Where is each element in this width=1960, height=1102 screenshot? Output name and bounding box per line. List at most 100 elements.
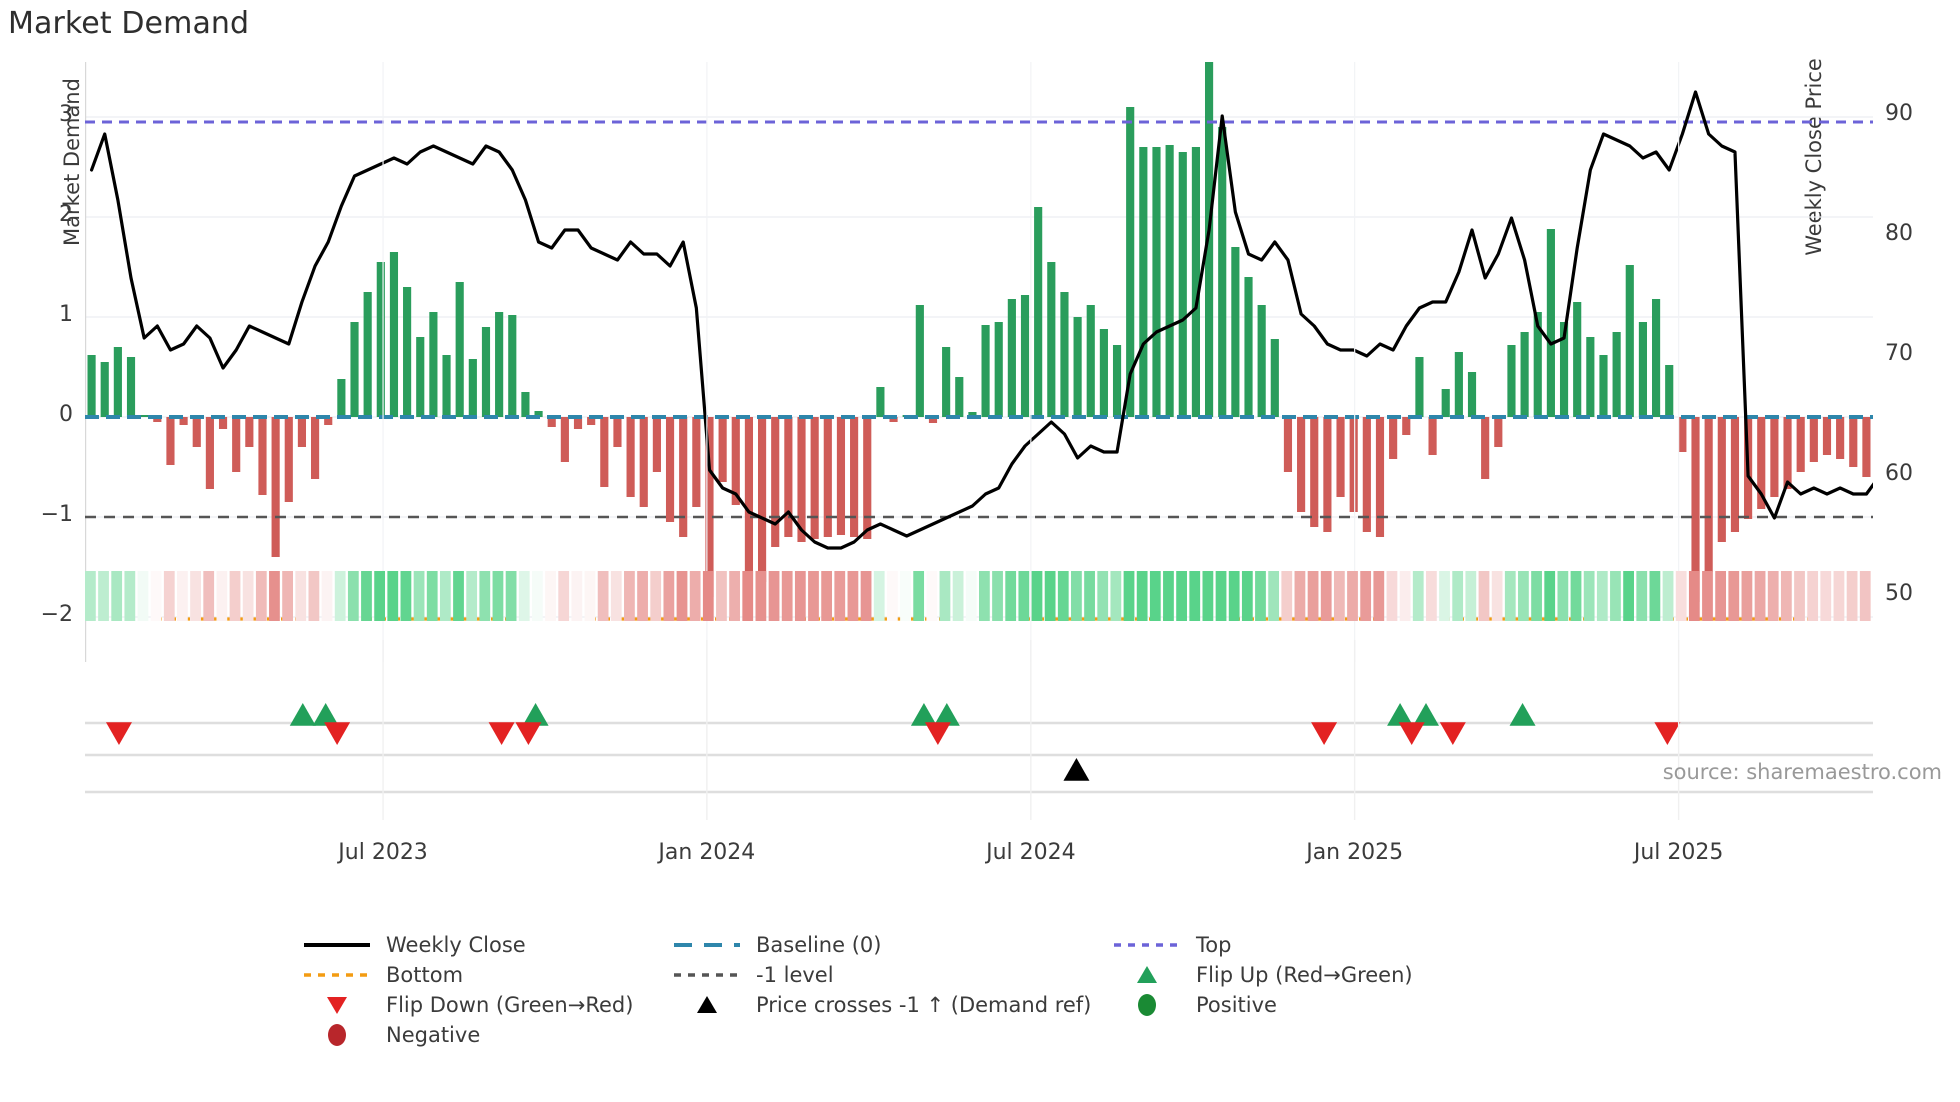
demand-bar-positive [416, 337, 425, 417]
strip-cell-negative [255, 571, 267, 621]
y-tick-right: 80 [1885, 221, 1913, 246]
y-tick-left: 2 [59, 202, 73, 227]
demand-bar-positive [1126, 107, 1135, 417]
demand-bar-positive [1165, 145, 1174, 417]
demand-bar-negative [1862, 417, 1871, 477]
strip-cell-negative [308, 571, 320, 621]
strip-cell-positive [939, 571, 951, 621]
circle-icon [1110, 992, 1184, 1018]
strip-cell-negative [729, 571, 740, 621]
legend-item[interactable]: Flip Up (Red→Green) [1110, 960, 1530, 990]
demand-bar-negative [1809, 417, 1818, 462]
strip-cell-negative [295, 571, 307, 621]
strip-cell-negative [650, 571, 662, 621]
strip-cell-negative [321, 571, 333, 621]
strip-cell-negative [702, 571, 714, 621]
strip-cell-negative [1426, 571, 1437, 621]
strip-cell-negative [242, 571, 254, 621]
demand-bar-positive [994, 322, 1003, 417]
demand-bar-negative [218, 417, 228, 429]
strip-cell-negative [1859, 571, 1871, 621]
demand-intensity-strip [85, 571, 1873, 621]
legend-item[interactable]: Top [1110, 930, 1530, 960]
strip-cell-positive [1465, 571, 1477, 621]
strip-cell-positive [361, 571, 372, 621]
legend-item[interactable]: Bottom [300, 960, 670, 990]
solid-line-icon [300, 932, 374, 958]
strip-cell-negative [282, 571, 293, 621]
legend-item[interactable]: Negative [300, 1020, 670, 1050]
legend-item[interactable]: -1 level [670, 960, 1110, 990]
strip-cell-positive [1018, 571, 1030, 621]
legend-item[interactable]: Flip Down (Green→Red) [300, 990, 670, 1020]
demand-bar-positive [1073, 317, 1082, 417]
demand-bar-negative [1836, 417, 1845, 459]
y-tick-left: 1 [59, 302, 73, 327]
demand-bar-positive [389, 252, 399, 417]
strip-cell-positive [1084, 571, 1095, 621]
strip-cell-negative [1807, 571, 1819, 621]
strip-cell-negative [847, 571, 859, 621]
demand-bar-negative [1402, 417, 1411, 435]
flip-markers-area [85, 640, 1873, 820]
flip-up-marker [522, 703, 549, 726]
demand-bar-negative [1336, 417, 1345, 497]
legend-item[interactable]: Price crosses -1 ↑ (Demand ref) [670, 990, 1110, 1020]
circle-icon [300, 1022, 374, 1048]
demand-price-svg [85, 62, 1873, 662]
demand-bar-negative [232, 417, 241, 472]
strip-cell-positive [965, 571, 977, 621]
demand-bar-negative [1757, 417, 1766, 509]
y-tick-left: 0 [59, 402, 73, 427]
demand-bar-negative [718, 417, 727, 482]
demand-bar-positive [1507, 345, 1516, 417]
strip-cell-positive [873, 571, 885, 621]
demand-bar-negative [731, 417, 740, 505]
legend-item[interactable]: Baseline (0) [670, 930, 1110, 960]
legend-item[interactable]: Positive [1110, 990, 1530, 1020]
strip-cell-negative [1846, 571, 1858, 621]
y-axis-left-label: Market Demand [60, 78, 84, 246]
demand-bar-negative [1730, 417, 1740, 532]
strip-cell-positive [439, 571, 451, 621]
strip-cell-negative [755, 571, 767, 621]
strip-cell-positive [992, 571, 1003, 621]
demand-bar-positive [455, 282, 464, 417]
demand-bar-positive [876, 387, 885, 417]
demand-bar-negative [1494, 417, 1503, 447]
demand-bar-positive [1244, 277, 1253, 417]
strip-cell-negative [1741, 571, 1753, 621]
strip-cell-positive [347, 571, 359, 621]
strip-cell-positive [1557, 571, 1569, 621]
strip-cell-positive [413, 571, 425, 621]
strip-cell-negative [1767, 571, 1779, 621]
legend-item[interactable]: Weekly Close [300, 930, 670, 960]
demand-bar-negative [310, 417, 320, 479]
strip-cell-negative [689, 571, 701, 621]
strip-cell-positive [1241, 571, 1253, 621]
demand-bar-negative [1678, 417, 1687, 452]
demand-bar-positive [442, 355, 451, 417]
chart-legend: Weekly Close Baseline (0) Top Bottom -1 leve… [300, 930, 1690, 1050]
demand-bar-negative [284, 417, 293, 502]
demand-bar-negative [784, 417, 793, 537]
strip-cell-negative [150, 571, 162, 621]
strip-cell-positive [85, 571, 96, 621]
y-tick-right: 50 [1885, 581, 1913, 606]
flip-down-marker [1398, 722, 1425, 745]
strip-cell-positive [1071, 571, 1082, 621]
demand-bar-positive [1573, 302, 1582, 417]
strip-cell-positive [900, 571, 911, 621]
strip-cell-positive [1504, 571, 1516, 621]
source-attribution: source: sharemaestro.com [1662, 760, 1942, 784]
x-tick: Jan 2024 [658, 840, 756, 865]
demand-bar-positive [1665, 365, 1674, 417]
legend-label: Weekly Close [386, 932, 526, 957]
demand-bar-positive [1218, 127, 1227, 417]
strip-cell-positive [1636, 571, 1648, 621]
strip-cell-negative [1491, 571, 1503, 621]
strip-cell-negative [558, 571, 570, 621]
demand-bar-positive [495, 312, 504, 417]
dotted-line-icon [300, 962, 374, 988]
strip-cell-negative [610, 571, 622, 621]
